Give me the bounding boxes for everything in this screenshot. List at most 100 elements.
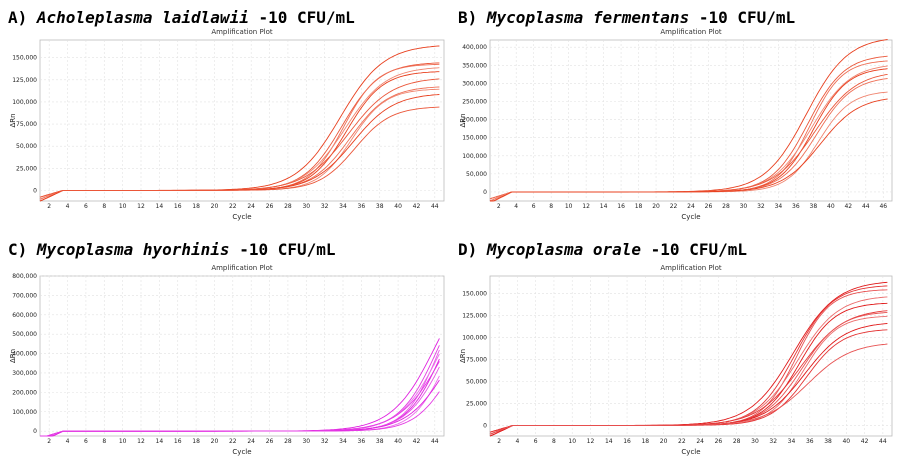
y-tick-label: 400,000 [462, 44, 487, 51]
y-tick-label: 75,000 [16, 121, 37, 128]
y-tick-label: 150,000 [12, 55, 37, 62]
panel-a: A) Acholeplasma laidlawii -10 CFU/mL Amp… [8, 8, 450, 223]
y-tick-label: 250,000 [462, 99, 487, 106]
x-tick-label: 16 [623, 438, 631, 445]
y-tick-label: 0 [483, 189, 487, 196]
y-tick-label: 200,000 [462, 117, 487, 124]
x-tick-label: 34 [788, 438, 796, 445]
x-tick-label: 8 [552, 438, 556, 445]
x-tick-label: 32 [769, 438, 777, 445]
y-tick-label: 700,000 [12, 292, 37, 299]
panel-c: C) Mycoplasma hyorhinis -10 CFU/mL Ampli… [8, 240, 450, 458]
x-tick-label: 40 [827, 203, 835, 210]
x-tick-label: 26 [266, 438, 274, 445]
plot-title: Amplification Plot [211, 264, 273, 272]
y-axis-label: ΔRn [459, 113, 467, 127]
x-tick-label: 16 [174, 438, 182, 445]
y-tick-label: 800,000 [12, 273, 37, 280]
amplification-curve [40, 391, 440, 437]
x-tick-label: 46 [879, 203, 887, 210]
x-tick-label: 36 [358, 438, 366, 445]
x-tick-label: 42 [844, 203, 852, 210]
plot-title: Amplification Plot [660, 28, 722, 36]
x-tick-label: 2 [47, 203, 51, 210]
plot-area [39, 275, 445, 437]
y-tick-label: 300,000 [12, 370, 37, 377]
x-tick-label: 22 [670, 203, 678, 210]
x-tick-label: 42 [861, 438, 869, 445]
x-tick-label: 36 [358, 203, 366, 210]
x-tick-label: 38 [376, 203, 384, 210]
x-tick-label: 30 [302, 438, 310, 445]
panel-b-heading: B) Mycoplasma fermentans -10 CFU/mL [458, 8, 795, 27]
y-tick-label: 25,000 [16, 165, 37, 172]
panel-c-suffix: -10 CFU/mL [229, 240, 336, 259]
x-tick-label: 8 [102, 438, 106, 445]
x-tick-label: 24 [247, 203, 255, 210]
amplification-curve [489, 343, 888, 435]
x-tick-label: 14 [156, 438, 164, 445]
y-tick-label: 125,000 [462, 313, 487, 320]
panel-c-heading: C) Mycoplasma hyorhinis -10 CFU/mL [8, 240, 336, 259]
panel-b-suffix: -10 CFU/mL [689, 8, 796, 27]
panel-d-letter: D) [458, 240, 478, 259]
x-tick-label: 28 [722, 203, 730, 210]
y-axis-label: ΔRn [459, 349, 467, 363]
y-tick-label: 75,000 [466, 357, 487, 364]
panel-c-letter: C) [8, 240, 28, 259]
x-tick-label: 6 [534, 438, 538, 445]
panel-a-heading: A) Acholeplasma laidlawii -10 CFU/mL [8, 8, 355, 27]
x-tick-label: 2 [497, 203, 501, 210]
plot-title: Amplification Plot [211, 28, 273, 36]
x-axis-label: Cycle [232, 213, 251, 221]
x-axis-label: Cycle [232, 448, 251, 456]
x-tick-label: 20 [652, 203, 660, 210]
x-tick-label: 10 [565, 203, 573, 210]
x-tick-label: 14 [156, 203, 164, 210]
x-tick-label: 18 [192, 438, 200, 445]
x-tick-label: 12 [137, 203, 145, 210]
y-tick-label: 100,000 [462, 335, 487, 342]
y-tick-label: 50,000 [466, 378, 487, 385]
panel-d: D) Mycoplasma orale -10 CFU/mL Amplifica… [458, 240, 898, 458]
x-tick-label: 44 [431, 203, 439, 210]
panel-a-suffix: -10 CFU/mL [248, 8, 355, 27]
x-tick-label: 32 [321, 438, 329, 445]
x-tick-label: 26 [705, 203, 713, 210]
x-tick-label: 36 [806, 438, 814, 445]
y-tick-label: 100,000 [12, 99, 37, 106]
x-tick-label: 40 [394, 438, 402, 445]
plot-title: Amplification Plot [660, 264, 722, 272]
x-tick-label: 30 [302, 203, 310, 210]
x-tick-label: 16 [617, 203, 625, 210]
x-tick-label: 28 [284, 203, 292, 210]
y-tick-label: 150,000 [462, 135, 487, 142]
x-tick-label: 6 [84, 203, 88, 210]
x-tick-label: 2 [497, 438, 501, 445]
x-tick-label: 34 [339, 438, 347, 445]
panel-a-letter: A) [8, 8, 28, 27]
y-tick-label: 150,000 [462, 291, 487, 298]
plot-area [489, 275, 893, 437]
y-tick-label: 50,000 [16, 143, 37, 150]
x-tick-label: 10 [119, 438, 127, 445]
y-tick-label: 600,000 [12, 312, 37, 319]
x-tick-label: 40 [394, 203, 402, 210]
amplification-curve [490, 98, 888, 202]
y-tick-label: 100,000 [12, 409, 37, 416]
x-tick-label: 44 [862, 203, 870, 210]
x-tick-label: 6 [84, 438, 88, 445]
panel-d-species: Mycoplasma orale [486, 240, 642, 259]
x-tick-label: 38 [810, 203, 818, 210]
y-tick-label: 300,000 [462, 80, 487, 87]
panel-a-species: Acholeplasma laidlawii [36, 8, 249, 27]
x-tick-label: 10 [568, 438, 576, 445]
panel-b-letter: B) [458, 8, 478, 27]
x-tick-label: 14 [600, 203, 608, 210]
y-tick-label: 0 [33, 187, 37, 194]
x-tick-label: 16 [174, 203, 182, 210]
y-tick-label: 25,000 [466, 400, 487, 407]
x-tick-label: 22 [678, 438, 686, 445]
